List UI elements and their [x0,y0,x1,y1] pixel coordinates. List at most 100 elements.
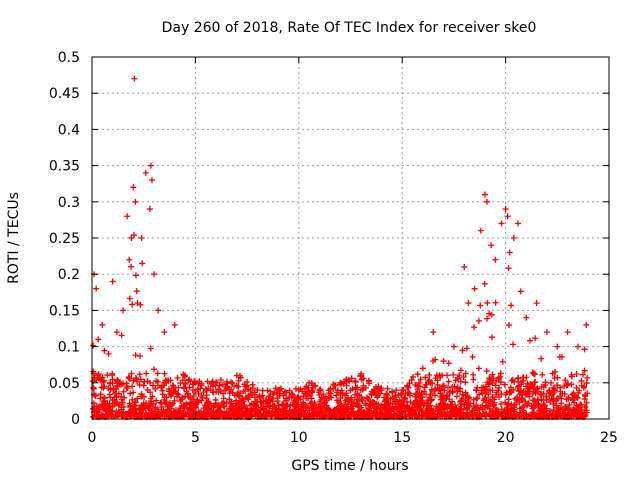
texture-point [310,404,317,411]
data-point [213,379,220,386]
texture-point [440,397,447,404]
texture-point [228,379,235,386]
texture-point [508,377,515,384]
texture-point [388,407,395,414]
data-point [233,372,240,379]
texture-point [482,389,489,396]
texture-point [132,272,139,279]
texture-point [320,391,327,398]
texture-point [138,393,145,400]
y-tick-label: 0.15 [49,303,80,319]
texture-point [475,317,482,324]
x-tick-label: 15 [393,430,411,446]
texture-point [486,310,493,317]
data-point [126,256,133,263]
data-point [450,343,457,350]
data-point [481,191,488,198]
texture-point [432,375,439,382]
texture-point [120,388,127,395]
texture-point [348,375,355,382]
texture-point [359,386,366,393]
texture-point [469,408,476,415]
texture-point [159,413,166,420]
data-point [148,177,155,184]
texture-point [434,381,441,388]
data-point [465,300,472,307]
texture-point [260,395,267,402]
data-point [124,213,131,220]
texture-point [256,411,263,418]
texture-point [470,371,477,378]
texture-point [118,381,125,388]
texture-point [427,380,434,387]
texture-point [129,396,136,403]
texture-point [432,356,439,363]
texture-point [112,400,119,407]
texture-point [341,392,348,399]
texture-point [90,342,97,349]
texture-point [204,378,211,385]
texture-point [274,398,281,405]
texture-point [563,396,570,403]
texture-point [499,358,506,365]
texture-point [100,394,107,401]
texture-point [348,399,355,406]
texture-point [321,411,328,418]
texture-point [573,394,580,401]
texture-point [530,370,537,377]
texture-point [337,406,344,413]
texture-point [283,395,290,402]
texture-point [247,408,254,415]
texture-point [370,390,377,397]
data-point [147,162,154,169]
texture-point [445,360,452,367]
texture-point [515,382,522,389]
texture-point [279,401,286,408]
texture-point [584,390,591,397]
texture-point [426,377,433,384]
texture-point [159,387,166,394]
texture-point [412,393,419,400]
texture-point [359,410,366,417]
texture-point [174,374,181,381]
texture-point [527,337,534,344]
texture-point [136,381,143,388]
texture-point [540,390,547,397]
texture-point [254,398,261,405]
texture-point [253,411,260,418]
texture-point [203,403,210,410]
texture-point [226,396,233,403]
data-point [554,343,561,350]
texture-point [343,396,350,403]
texture-point [485,381,492,388]
texture-point [182,381,189,388]
texture-point [153,397,160,404]
data-point [506,249,513,256]
data-point [574,343,581,350]
texture-point [171,388,178,395]
texture-point [183,400,190,407]
texture-point [550,395,557,402]
texture-point [165,388,172,395]
texture-point [581,411,588,418]
texture-point [551,375,558,382]
texture-point [581,346,588,353]
texture-point [219,411,226,418]
texture-point [449,398,456,405]
texture-point [471,324,478,331]
texture-point [417,376,424,383]
texture-point [207,413,214,420]
texture-point [179,394,186,401]
texture-point [154,370,161,377]
texture-point [180,384,187,391]
texture-point [550,389,557,396]
texture-point [515,413,522,420]
texture-point [221,387,228,394]
texture-point [349,385,356,392]
texture-point [271,389,278,396]
texture-point [543,393,550,400]
texture-point [290,392,297,399]
texture-point [484,315,491,322]
texture-point [250,405,257,412]
data-point [471,285,478,292]
